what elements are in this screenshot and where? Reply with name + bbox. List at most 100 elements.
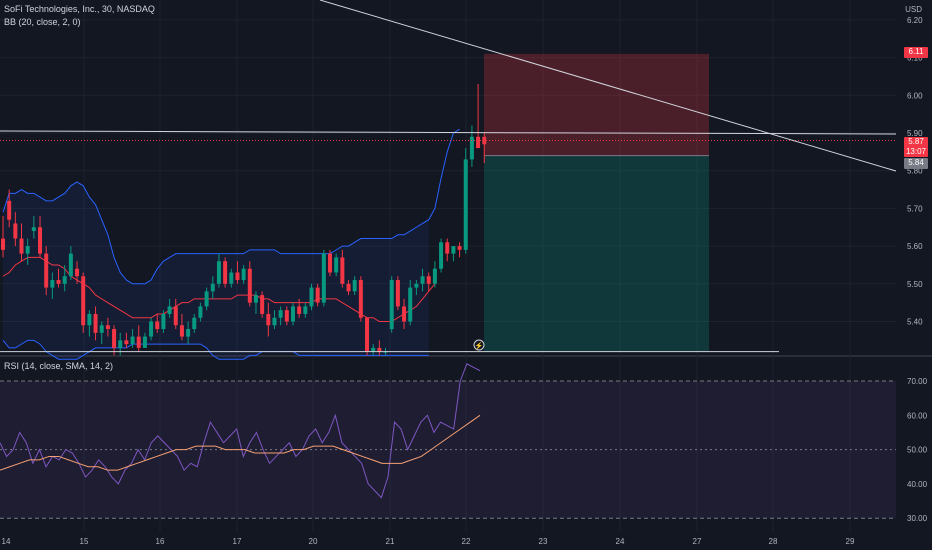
long-position-tool[interactable]: [484, 53, 709, 352]
candle-57: [352, 276, 357, 296]
candle-25: [155, 313, 160, 333]
candle-68: [420, 268, 425, 292]
candle-body-48: [297, 306, 302, 314]
candle-49: [303, 302, 308, 318]
candle-body-69: [426, 276, 431, 284]
descending-trendline: [319, 0, 897, 172]
candle-77: [476, 83, 481, 149]
currency-label: USD: [905, 5, 922, 14]
stop-price-tag: 5.84: [904, 158, 928, 169]
rsi-line: [0, 363, 481, 499]
time-tick-8: 24: [616, 537, 625, 546]
candle-73: [451, 246, 456, 262]
candle-body-29: [179, 325, 184, 337]
candle-43: [266, 302, 271, 337]
candle-44: [272, 310, 277, 330]
candle-body-55: [340, 257, 345, 284]
candle-body-28: [173, 306, 178, 326]
rsi-tick-1: 40.00: [907, 480, 928, 489]
candle-26: [161, 310, 166, 333]
price-tick-0: 5.40: [907, 318, 923, 327]
price-tick-6: 6.00: [907, 91, 923, 100]
candle-body-72: [445, 242, 450, 254]
rsi-tick-2: 50.00: [907, 446, 928, 455]
candle-body-5: [31, 227, 36, 232]
candle-46: [284, 306, 289, 326]
candle-body-59: [365, 317, 370, 352]
candle-35: [216, 253, 221, 288]
candle-body-26: [161, 313, 166, 330]
candle-body-52: [321, 253, 326, 303]
candle-body-35: [216, 261, 221, 284]
candle-body-77: [476, 136, 481, 149]
candle-body-74: [457, 246, 462, 250]
candle-18: [112, 325, 117, 356]
candle-body-11: [68, 253, 73, 277]
rsi-legend[interactable]: RSI (14, close, SMA, 14, 2): [4, 361, 114, 371]
candle-body-71: [439, 242, 444, 269]
candle-body-16: [99, 325, 104, 333]
candle-body-54: [334, 257, 339, 273]
drawn-lines[interactable]: ⚡: [0, 0, 897, 353]
candle-body-22: [136, 336, 141, 348]
candle-51: [315, 283, 320, 307]
candle-39: [241, 264, 246, 284]
time-tick-6: 22: [462, 537, 471, 546]
candle-body-66: [408, 287, 413, 322]
bb-legend[interactable]: BB (20, close, 2, 0): [4, 17, 81, 27]
candle-38: [235, 261, 240, 284]
symbol-legend[interactable]: SoFi Technologies, Inc., 30, NASDAQ: [4, 4, 155, 14]
price-axis: 5.40 5.50 5.60 5.70 5.80 5.90 6.00 6.10 6.20 30.0…: [907, 16, 928, 523]
candle-body-14: [87, 313, 92, 326]
candle-16: [99, 321, 104, 345]
candle-67: [414, 280, 419, 296]
candle-body-67: [414, 283, 419, 288]
candle-body-25: [155, 321, 160, 330]
candle-body-18: [112, 329, 117, 348]
bb-fill: [3, 182, 429, 360]
candle-body-47: [290, 306, 295, 322]
candle-40: [247, 261, 252, 307]
candle-63: [389, 276, 394, 333]
candle-body-2: [13, 223, 18, 239]
price-tick-7: 6.10: [907, 54, 923, 63]
candle-body-32: [198, 306, 203, 318]
candle-3: [19, 223, 24, 262]
candle-7: [44, 246, 49, 296]
bollinger-bands: [2, 128, 460, 360]
candle-body-73: [451, 246, 456, 254]
price-tick-4: 5.80: [907, 167, 923, 176]
candle-body-20: [124, 340, 129, 345]
candle-body-44: [272, 317, 277, 326]
time-tick-0: 14: [2, 537, 11, 546]
candle-45: [278, 306, 283, 326]
candle-body-68: [420, 276, 425, 284]
time-tick-2: 16: [156, 537, 165, 546]
candle-body-31: [192, 317, 197, 330]
candle-body-70: [432, 268, 437, 284]
candle-12: [75, 261, 80, 284]
candle-body-3: [19, 238, 24, 254]
candle-body-78: [482, 136, 487, 145]
candle-1: [7, 189, 12, 228]
candle-body-43: [266, 313, 271, 326]
candle-body-63: [389, 280, 394, 330]
candle-37: [229, 268, 234, 288]
bar-countdown: 13:07: [905, 147, 927, 156]
candle-body-61: [377, 347, 382, 352]
price-tick-5: 5.90: [907, 129, 923, 138]
candle-body-39: [241, 268, 246, 281]
time-tick-3: 17: [233, 537, 242, 546]
time-tick-10: 28: [769, 537, 778, 546]
candle-42: [260, 291, 265, 318]
candle-71: [439, 238, 444, 273]
price-tick-8: 6.20: [907, 16, 923, 25]
candle-body-33: [204, 291, 209, 307]
candle-75: [463, 148, 468, 254]
candle-body-23: [142, 336, 147, 348]
candle-52: [321, 249, 326, 307]
candle-58: [358, 276, 363, 322]
target-price-tag: 6.11: [904, 47, 928, 58]
candle-body-6: [38, 227, 43, 254]
